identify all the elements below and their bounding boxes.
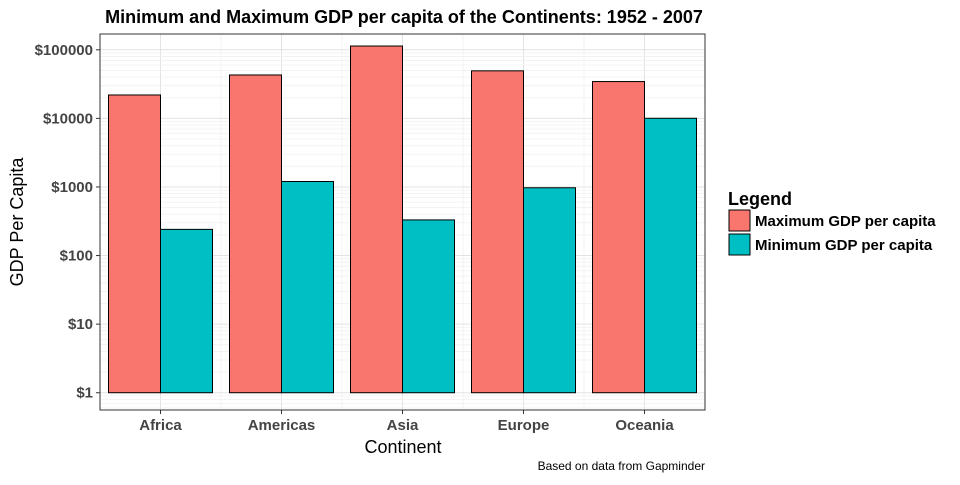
x-axis: Africa Americas Asia Europe Oceania — [139, 410, 674, 434]
y-tick-label: $10000 — [43, 110, 93, 127]
chart-caption: Based on data from Gapminder — [538, 459, 705, 473]
bar-oceania-min — [644, 117, 697, 394]
chart-title: Minimum and Maximum GDP per capita of th… — [105, 7, 703, 27]
y-tick-label: $10 — [68, 316, 93, 333]
x-tick-label: Europe — [498, 417, 550, 434]
x-tick-label: Oceania — [615, 417, 674, 434]
bar-africa-min — [160, 228, 213, 394]
legend-label: Maximum GDP per capita — [755, 213, 936, 230]
bar-europe-max — [471, 70, 524, 394]
y-tick-label: $100 — [60, 248, 93, 265]
bar-americas-max — [229, 74, 282, 394]
legend-label: Minimum GDP per capita — [755, 237, 933, 254]
legend-swatch — [728, 209, 751, 232]
x-axis-title: Continent — [364, 437, 441, 457]
y-axis-title: GDP Per Capita — [7, 157, 27, 287]
x-tick-label: Asia — [387, 417, 419, 434]
legend-items: Maximum GDP per capita Minimum GDP per ca… — [728, 209, 936, 256]
bar-asia-min — [402, 219, 455, 394]
bar-asia-max — [350, 45, 403, 394]
legend-title: Legend — [728, 189, 792, 209]
bar-oceania-max — [592, 81, 645, 394]
y-tick-label: $1 — [76, 385, 93, 402]
legend-swatch — [728, 233, 751, 256]
x-tick-label: Americas — [248, 417, 316, 434]
y-axis: $1 $10 $100 $1000 $10000 $100000 — [35, 42, 100, 402]
bar-europe-min — [523, 187, 576, 394]
bar-africa-max — [108, 94, 161, 394]
bars-layer — [108, 45, 697, 394]
x-tick-label: Africa — [139, 417, 182, 434]
y-tick-label: $100000 — [35, 42, 93, 59]
bar-americas-min — [281, 180, 334, 394]
legend: Legend Maximum GDP per capita Minimum GDP… — [728, 189, 936, 256]
y-tick-label: $1000 — [51, 179, 93, 196]
